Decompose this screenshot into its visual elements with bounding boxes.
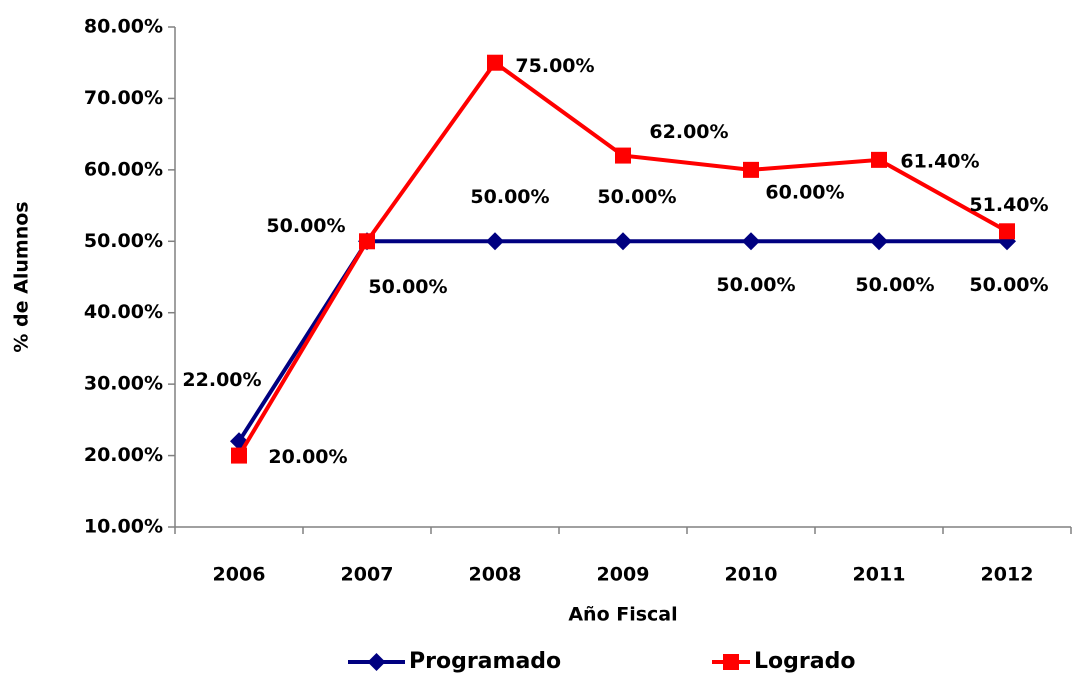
data-label: 22.00% — [182, 369, 261, 391]
x-tick-label: 2009 — [597, 564, 650, 586]
data-label: 50.00% — [368, 276, 447, 298]
x-tick-label: 2012 — [981, 564, 1034, 586]
y-tick-label: 40.00% — [84, 301, 163, 323]
legend-marker — [723, 654, 739, 670]
y-axis-title: % de Alumnos — [11, 201, 33, 352]
y-tick-label: 70.00% — [84, 87, 163, 109]
point — [359, 233, 375, 250]
series-line — [237, 239, 1007, 443]
point — [486, 232, 504, 251]
legend-label: Logrado — [754, 649, 855, 674]
data-label: 62.00% — [649, 121, 728, 143]
data-label: 50.00% — [855, 274, 934, 296]
series-line — [237, 59, 1008, 457]
point — [487, 54, 503, 71]
data-label: 50.00% — [470, 186, 549, 208]
y-tick-label: 30.00% — [84, 373, 163, 395]
legend-label: Programado — [409, 649, 561, 674]
x-tick-label: 2010 — [725, 564, 778, 586]
y-tick-label: 60.00% — [84, 158, 163, 180]
data-label: 50.00% — [266, 215, 345, 237]
y-tick-label: 20.00% — [84, 444, 163, 466]
y-tick-label: 80.00% — [84, 16, 163, 38]
x-axis-title: Año Fiscal — [568, 604, 677, 626]
data-label: 61.40% — [900, 150, 979, 172]
legend-marker — [367, 653, 386, 671]
data-label: 50.00% — [969, 274, 1048, 296]
x-tick-label: 2006 — [213, 564, 266, 586]
point — [870, 232, 888, 251]
x-tick-label: 2007 — [341, 564, 394, 586]
data-label: 60.00% — [765, 181, 844, 203]
data-label: 50.00% — [597, 186, 676, 208]
point — [871, 151, 887, 168]
x-tick-label: 2011 — [853, 564, 906, 586]
point — [743, 161, 759, 178]
data-label: 75.00% — [515, 55, 594, 77]
y-tick-label: 10.00% — [84, 516, 163, 538]
point — [614, 232, 632, 251]
point — [231, 447, 247, 464]
point — [999, 223, 1015, 240]
point — [742, 232, 760, 251]
point — [615, 147, 631, 164]
data-label: 20.00% — [268, 446, 347, 468]
data-label: 51.40% — [969, 194, 1048, 216]
data-label: 50.00% — [716, 274, 795, 296]
y-tick-label: 50.00% — [84, 230, 163, 252]
x-tick-label: 2008 — [469, 564, 522, 586]
